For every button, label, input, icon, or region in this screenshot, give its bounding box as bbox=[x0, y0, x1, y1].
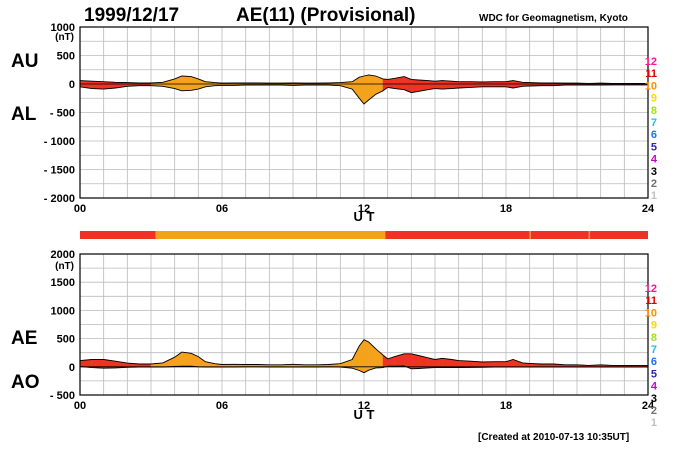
data-source: WDC for Geomagnetism, Kyoto bbox=[479, 13, 628, 24]
ae-area-segment bbox=[363, 339, 369, 367]
y-tick-label: - 1500 bbox=[44, 165, 75, 177]
plot-frame bbox=[79, 253, 649, 396]
created-timestamp: [Created at 2010-07-13 10:35UT] bbox=[478, 432, 630, 443]
au-label: AU bbox=[11, 51, 39, 72]
x-tick-label: 06 bbox=[216, 400, 228, 412]
legend-station-count-2: 2 bbox=[651, 178, 657, 190]
plot-title: AE(11) (Provisional) bbox=[236, 5, 416, 26]
ao-label: AO bbox=[11, 372, 40, 393]
ae-area-segment bbox=[482, 361, 495, 367]
ae-area-segment bbox=[91, 359, 104, 367]
legend-station-count-1: 1 bbox=[651, 417, 657, 429]
legend-station-count-3: 3 bbox=[651, 393, 657, 405]
y-unit-label: (nT) bbox=[55, 32, 74, 43]
legend-station-count-1: 1 bbox=[651, 190, 657, 202]
x-tick-label: 24 bbox=[642, 203, 655, 215]
x-tick-label: 18 bbox=[500, 203, 512, 215]
legend-station-count-10: 10 bbox=[645, 80, 657, 92]
al-label: AL bbox=[11, 104, 37, 125]
station-count-bar-segment bbox=[385, 231, 530, 239]
station-count-bar-segment bbox=[588, 231, 591, 239]
legend-station-count-6: 6 bbox=[651, 129, 657, 141]
legend-station-count-11: 11 bbox=[645, 295, 657, 307]
plot-date: 1999/12/17 bbox=[84, 5, 180, 26]
y-tick-label: 2000 bbox=[51, 249, 75, 261]
x-tick-label: 06 bbox=[216, 203, 228, 215]
legend-station-count-10: 10 bbox=[645, 307, 657, 319]
legend-station-count-5: 5 bbox=[651, 368, 657, 380]
x-axis-label: U T bbox=[354, 407, 375, 422]
x-tick-label: 18 bbox=[500, 400, 512, 412]
legend-station-count-11: 11 bbox=[645, 68, 657, 80]
legend-station-count-9: 9 bbox=[651, 320, 657, 332]
legend-station-count-9: 9 bbox=[651, 93, 657, 105]
ae-label: AE bbox=[11, 328, 38, 349]
x-tick-label: 00 bbox=[74, 400, 86, 412]
x-tick-label: 12 bbox=[358, 400, 370, 412]
station-count-bar-segment bbox=[80, 231, 156, 239]
y-tick-label: - 2000 bbox=[44, 193, 75, 205]
legend-station-count-4: 4 bbox=[651, 154, 658, 166]
y-tick-label: - 500 bbox=[50, 390, 75, 402]
ae-area-segment bbox=[181, 351, 192, 367]
station-count-bar-segment bbox=[530, 231, 589, 239]
legend-station-count-8: 8 bbox=[651, 332, 657, 344]
x-tick-label: 24 bbox=[642, 400, 655, 412]
ae-area-segment bbox=[404, 353, 412, 367]
legend-station-count-3: 3 bbox=[651, 166, 657, 178]
y-tick-label: 0 bbox=[69, 362, 75, 374]
y-tick-label: 500 bbox=[57, 334, 75, 346]
ae-series-line bbox=[79, 339, 648, 366]
ae-area-segment bbox=[411, 353, 419, 367]
ae-area-segment bbox=[198, 356, 206, 367]
al-series-line bbox=[79, 84, 648, 105]
ae-area-segment bbox=[359, 339, 365, 367]
legend-station-count-7: 7 bbox=[651, 117, 657, 129]
x-tick-label: 12 bbox=[358, 203, 370, 215]
legend-station-count-2: 2 bbox=[651, 405, 657, 417]
y-tick-label: 1000 bbox=[51, 305, 75, 317]
x-tick-label: 00 bbox=[74, 203, 86, 215]
y-tick-label: 0 bbox=[69, 79, 75, 91]
legend-station-count-12: 12 bbox=[645, 283, 657, 295]
panel-au-al bbox=[79, 26, 649, 199]
legend-station-count-12: 12 bbox=[645, 56, 657, 68]
ae-area-segment bbox=[352, 345, 360, 367]
y-unit-label: (nT) bbox=[55, 261, 74, 272]
station-count-bar-segment bbox=[155, 231, 386, 239]
al-area-segment bbox=[181, 83, 192, 91]
plot-frame bbox=[79, 26, 649, 199]
legend-station-count-5: 5 bbox=[651, 141, 657, 153]
legend-station-count-6: 6 bbox=[651, 356, 657, 368]
au-area-segment bbox=[181, 75, 192, 85]
ae-area-segment bbox=[494, 361, 507, 367]
y-tick-label: 1000 bbox=[51, 22, 75, 34]
y-tick-label: 500 bbox=[57, 51, 75, 63]
station-count-bar-segment bbox=[529, 231, 531, 239]
x-axis-label: U T bbox=[354, 209, 375, 224]
panel-ae-ao bbox=[79, 231, 649, 396]
station-count-bar-segment bbox=[590, 231, 648, 239]
au-series-line bbox=[79, 74, 648, 84]
legend-station-count-8: 8 bbox=[651, 105, 657, 117]
y-tick-label: - 500 bbox=[50, 108, 75, 120]
y-tick-label: - 1000 bbox=[44, 136, 75, 148]
ae-area-segment bbox=[512, 359, 523, 367]
y-tick-label: 1500 bbox=[51, 277, 75, 289]
legend-station-count-4: 4 bbox=[651, 381, 658, 393]
legend-station-count-7: 7 bbox=[651, 344, 657, 356]
